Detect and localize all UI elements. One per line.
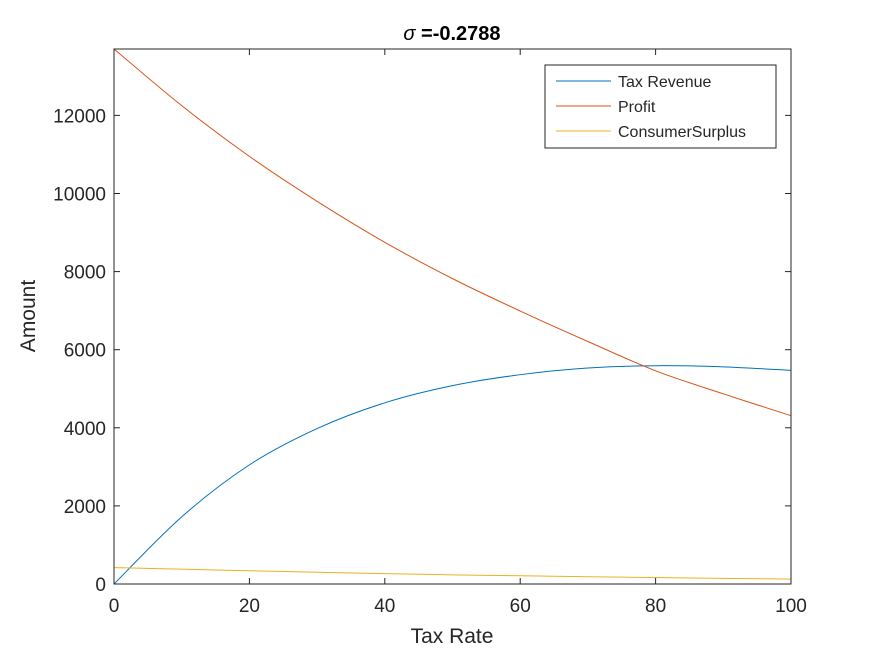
series-layer <box>113 48 792 585</box>
plot-border <box>113 48 792 585</box>
y-axis-title: Amount <box>17 280 40 353</box>
series-line-consumersurplus <box>113 567 792 580</box>
x-tick-label: 40 <box>374 596 395 617</box>
y-tick-label: 6000 <box>64 341 106 362</box>
y-tick-label: 0 <box>95 575 106 596</box>
y-tick-label: 10000 <box>53 184 106 205</box>
legend: Tax Revenue Profit ConsumerSurplus <box>544 64 777 149</box>
x-tick-label: 20 <box>239 596 260 617</box>
x-tick-label: 0 <box>109 596 120 617</box>
legend-label-consumer-surplus: ConsumerSurplus <box>618 124 746 141</box>
x-tick-label: 60 <box>510 596 531 617</box>
y-tick-label: 12000 <box>53 106 106 127</box>
x-tick-label: 80 <box>645 596 666 617</box>
legend-label-tax-revenue: Tax Revenue <box>618 74 711 91</box>
series-line-profit <box>113 48 792 417</box>
y-tick-label: 8000 <box>64 263 106 284</box>
title-value: =-0.2788 <box>415 23 500 45</box>
x-axis-title: Tax Rate <box>411 625 494 648</box>
series-line-tax-revenue <box>113 365 792 585</box>
tick-layer: 0 20 40 60 80 100 0 2000 4000 6000 8000 10000 12000 <box>53 49 807 617</box>
x-tick-label: 100 <box>775 596 807 617</box>
y-tick-label: 4000 <box>64 419 106 440</box>
title-sigma-symbol: σ <box>403 23 416 45</box>
legend-label-profit: Profit <box>618 99 656 116</box>
chart-title: σ =-0.2788 <box>403 23 500 45</box>
y-tick-label: 2000 <box>64 497 106 518</box>
